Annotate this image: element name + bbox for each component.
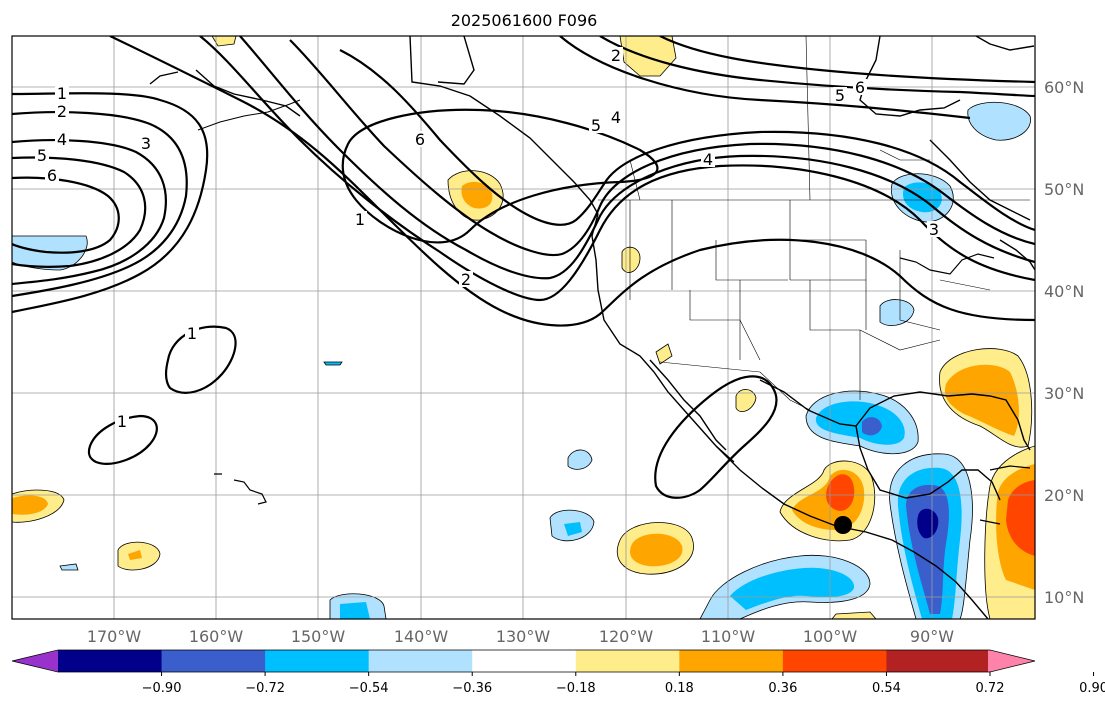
contour-label-5b: 5 [591,116,601,135]
colorbar-extend-high [988,650,1035,672]
contour-label-4a: 4 [57,130,67,149]
contour-label-4c: 4 [703,150,713,169]
colorbar-tick-label: 0.90 [1079,681,1105,696]
contour-label-2c: 2 [611,46,621,65]
contour-label-1c: 1 [187,324,197,343]
colorbar-tick-label: 0.72 [976,681,1005,696]
contour-label-3a: 3 [141,134,151,153]
colorbar-segments [11,649,1036,673]
lon-label-90w: 90°W [910,627,954,646]
colorbar-tick-label: −0.90 [142,681,182,696]
contour-label-2b: 2 [461,270,471,289]
colorbar-segment [161,650,266,672]
contour-label-1a: 1 [57,84,67,103]
lon-label-120w: 120°W [599,627,654,646]
colorbar-tick-label: 0.36 [768,681,797,696]
colorbar-tick-label: 0.18 [665,681,694,696]
lon-label-150w: 150°W [291,627,346,646]
contour-label-3b: 3 [929,220,939,239]
colorbar-segment [265,650,370,672]
colorbar-extend-low [12,650,60,672]
lat-label-40n: 40°N [1044,282,1084,301]
contour-label-1d: 1 [117,412,127,431]
colorbar-tick-label: −0.54 [349,681,389,696]
location-marker [834,516,852,534]
coastlines [149,36,1035,619]
political-borders [598,36,1030,411]
contour-label-5a: 5 [37,146,47,165]
contour-label-6b: 6 [415,130,425,149]
lon-label-110w: 110°W [701,627,756,646]
lon-label-100w: 100°W [803,627,858,646]
lat-label-50n: 50°N [1044,180,1084,199]
longitude-labels: 170°W 160°W 150°W 140°W 130°W 120°W 110°… [87,627,954,646]
contour-labels: 1 2 4 5 6 3 1 2 6 5 4 2 5 6 4 3 1 1 [35,46,941,431]
lat-label-20n: 20°N [1044,486,1084,505]
positive-anomaly-fills [12,36,1035,619]
colorbar-tick-label: 0.54 [872,681,901,696]
colorbar-ticks: −0.90 −0.72 −0.54 −0.36 −0.18 0.18 0.36 0.54 0.7… [142,672,1105,696]
colorbar-tick-label: −0.18 [556,681,596,696]
contour-label-1b: 1 [355,210,365,229]
lon-label-170w: 170°W [87,627,142,646]
map-title: 2025061600 F096 [451,11,598,30]
colorbar-tick-label: −0.72 [245,681,285,696]
contour-label-6a: 6 [47,166,57,185]
map-frame [11,35,1036,620]
contour-label-4b: 4 [611,108,621,127]
lon-label-140w: 140°W [394,627,449,646]
colorbar-segment [575,650,680,672]
colorbar-outline [11,649,1036,673]
contour-label-6c: 6 [855,78,865,97]
lon-label-130w: 130°W [496,627,551,646]
colorbar-segment [58,650,163,672]
colorbar-segment [886,650,991,672]
contour-lines [12,36,1035,499]
colorbar-segment [679,650,784,672]
lat-label-30n: 30°N [1044,384,1084,403]
colorbar-segment [782,650,888,672]
colorbar-tick-label: −0.36 [452,681,492,696]
lat-label-60n: 60°N [1044,78,1084,97]
colorbar-segment [368,650,473,672]
latitude-labels: 10°N 20°N 30°N 40°N 50°N 60°N [1044,78,1084,607]
colorbar-segment [472,650,577,672]
map-area [12,36,1035,619]
contour-label-2a: 2 [57,102,67,121]
contour-label-5c: 5 [835,86,845,105]
lat-label-10n: 10°N [1044,588,1084,607]
lon-label-160w: 160°W [189,627,244,646]
colorbar: −0.90 −0.72 −0.54 −0.36 −0.18 0.18 0.36 0.54 0.7… [11,649,1105,696]
